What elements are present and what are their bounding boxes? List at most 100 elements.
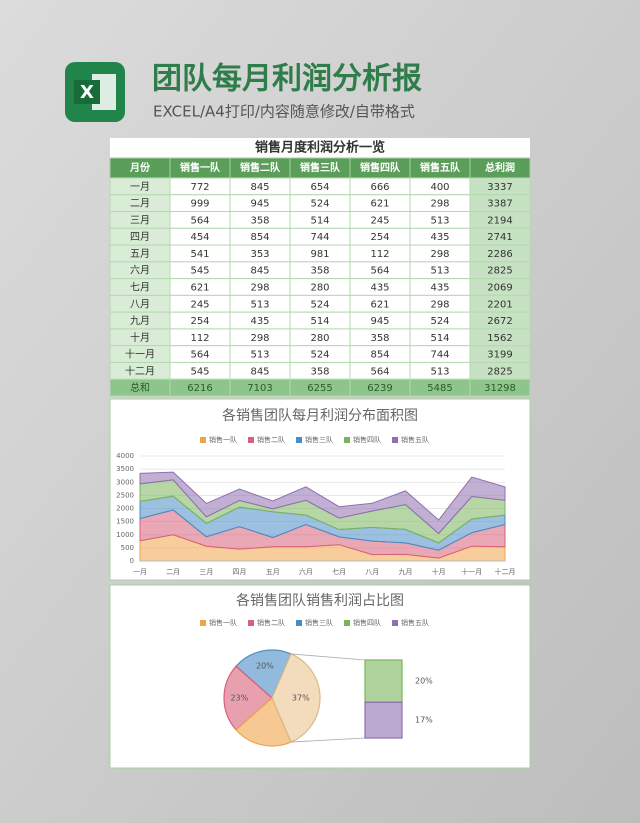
cell-text: 2286 <box>487 249 512 260</box>
legend-label: 销售二队 <box>257 435 285 444</box>
x-tick-label: 十月 <box>432 567 446 576</box>
pie-chart-title: 各销售团队销售利润占比图 <box>236 593 404 609</box>
cell-text: 524 <box>310 299 329 310</box>
cell-text: 981 <box>310 249 329 260</box>
cell-text: 1562 <box>487 333 512 344</box>
y-tick-label: 4000 <box>116 452 134 460</box>
cell-text: 513 <box>250 299 269 310</box>
y-tick-label: 2500 <box>116 491 134 499</box>
table-title-bg <box>110 138 530 158</box>
legend-swatch <box>200 437 206 443</box>
legend-swatch <box>296 437 302 443</box>
cell-text: 31298 <box>484 383 516 394</box>
cell-text: 298 <box>430 249 449 260</box>
cell-text: 621 <box>190 283 209 294</box>
cell-text: 358 <box>370 333 389 344</box>
cell-text: 2069 <box>487 283 512 294</box>
cell-text: 6216 <box>187 383 212 394</box>
y-tick-label: 3500 <box>116 465 134 473</box>
cell-text: 772 <box>190 182 209 193</box>
page-subtitle: EXCEL/A4打印/内容随意修改/自带格式 <box>153 103 415 121</box>
secondary-bar <box>364 659 403 703</box>
cell-text: 三月 <box>130 214 150 226</box>
legend-label: 销售五队 <box>401 435 429 444</box>
cell-text: 2825 <box>487 266 512 277</box>
cell-text: 2672 <box>487 316 512 327</box>
cell-text: 2825 <box>487 366 512 377</box>
legend-swatch <box>344 437 350 443</box>
legend-swatch <box>392 620 398 626</box>
y-tick-label: 3000 <box>116 478 134 486</box>
cell-text: 3337 <box>487 182 512 193</box>
legend-label: 销售一队 <box>209 435 237 444</box>
cell-text: 400 <box>430 182 449 193</box>
cell-text: 298 <box>250 283 269 294</box>
cell-text: 666 <box>370 182 389 193</box>
cell-text: 245 <box>190 299 209 310</box>
cell-text: 845 <box>250 182 269 193</box>
cell-text: 744 <box>310 232 329 243</box>
cell-text: 524 <box>310 199 329 210</box>
cell-text: 514 <box>430 333 449 344</box>
cell-text: 九月 <box>130 315 150 327</box>
legend-label: 销售四队 <box>353 435 381 444</box>
cell-text: 564 <box>190 350 209 361</box>
y-tick-label: 1500 <box>116 518 134 526</box>
cell-text: 245 <box>370 215 389 226</box>
page-title: 团队每月利润分析报 <box>152 62 422 97</box>
cell-text: 545 <box>190 266 209 277</box>
pie-chart-panel <box>109 584 531 769</box>
header-text: 销售四队 <box>360 161 401 174</box>
cell-text: 744 <box>430 350 449 361</box>
connector <box>291 653 366 661</box>
cell-text: 999 <box>190 199 209 210</box>
cell-text: 945 <box>370 316 389 327</box>
cell-text: 845 <box>250 366 269 377</box>
cell-text: 2201 <box>487 299 512 310</box>
cell-text: 112 <box>370 249 389 260</box>
header-text: 销售五队 <box>420 161 461 174</box>
header-text: 销售二队 <box>240 161 281 174</box>
cell-text: 6255 <box>307 383 332 394</box>
cell-text: 514 <box>310 215 329 226</box>
cell-text: 435 <box>430 232 449 243</box>
cell-text: 十二月 <box>125 364 155 377</box>
legend-swatch <box>296 620 302 626</box>
cell-text: 四月 <box>130 231 150 243</box>
cell-text: 654 <box>310 182 329 193</box>
y-tick-label: 1000 <box>116 531 134 539</box>
table-cell <box>469 378 531 397</box>
cell-text: 564 <box>370 366 389 377</box>
pie-slice <box>235 649 292 699</box>
slice-label: 37% <box>292 694 310 703</box>
cell-text: 358 <box>310 366 329 377</box>
cell-text: 5485 <box>427 383 452 394</box>
pie-other-slice <box>271 653 321 743</box>
header-text: 销售一队 <box>180 161 221 174</box>
cell-text: 298 <box>250 333 269 344</box>
cell-text: 112 <box>190 333 209 344</box>
excel-icon-badge <box>74 80 100 104</box>
x-tick-label: 三月 <box>199 568 213 576</box>
cell-text: 454 <box>190 232 209 243</box>
pie-slice <box>235 697 292 747</box>
cell-text: 2194 <box>487 215 512 226</box>
cell-text: 一月 <box>130 181 150 193</box>
x-tick-label: 四月 <box>233 568 247 576</box>
cell-text: 545 <box>190 366 209 377</box>
cell-text: 945 <box>250 199 269 210</box>
legend-label: 销售三队 <box>305 435 333 444</box>
bar-label: 20% <box>415 677 433 686</box>
x-tick-label: 七月 <box>332 567 346 576</box>
legend-label: 销售一队 <box>209 618 237 627</box>
legend-swatch <box>248 437 254 443</box>
cell-text: 845 <box>250 266 269 277</box>
cell-text: 八月 <box>130 298 150 310</box>
cell-text: 2741 <box>487 232 512 243</box>
legend-label: 销售四队 <box>353 618 381 627</box>
cell-text: 621 <box>370 299 389 310</box>
cell-text: 435 <box>430 283 449 294</box>
x-tick-label: 八月 <box>365 568 379 576</box>
cell-text: 854 <box>370 350 389 361</box>
